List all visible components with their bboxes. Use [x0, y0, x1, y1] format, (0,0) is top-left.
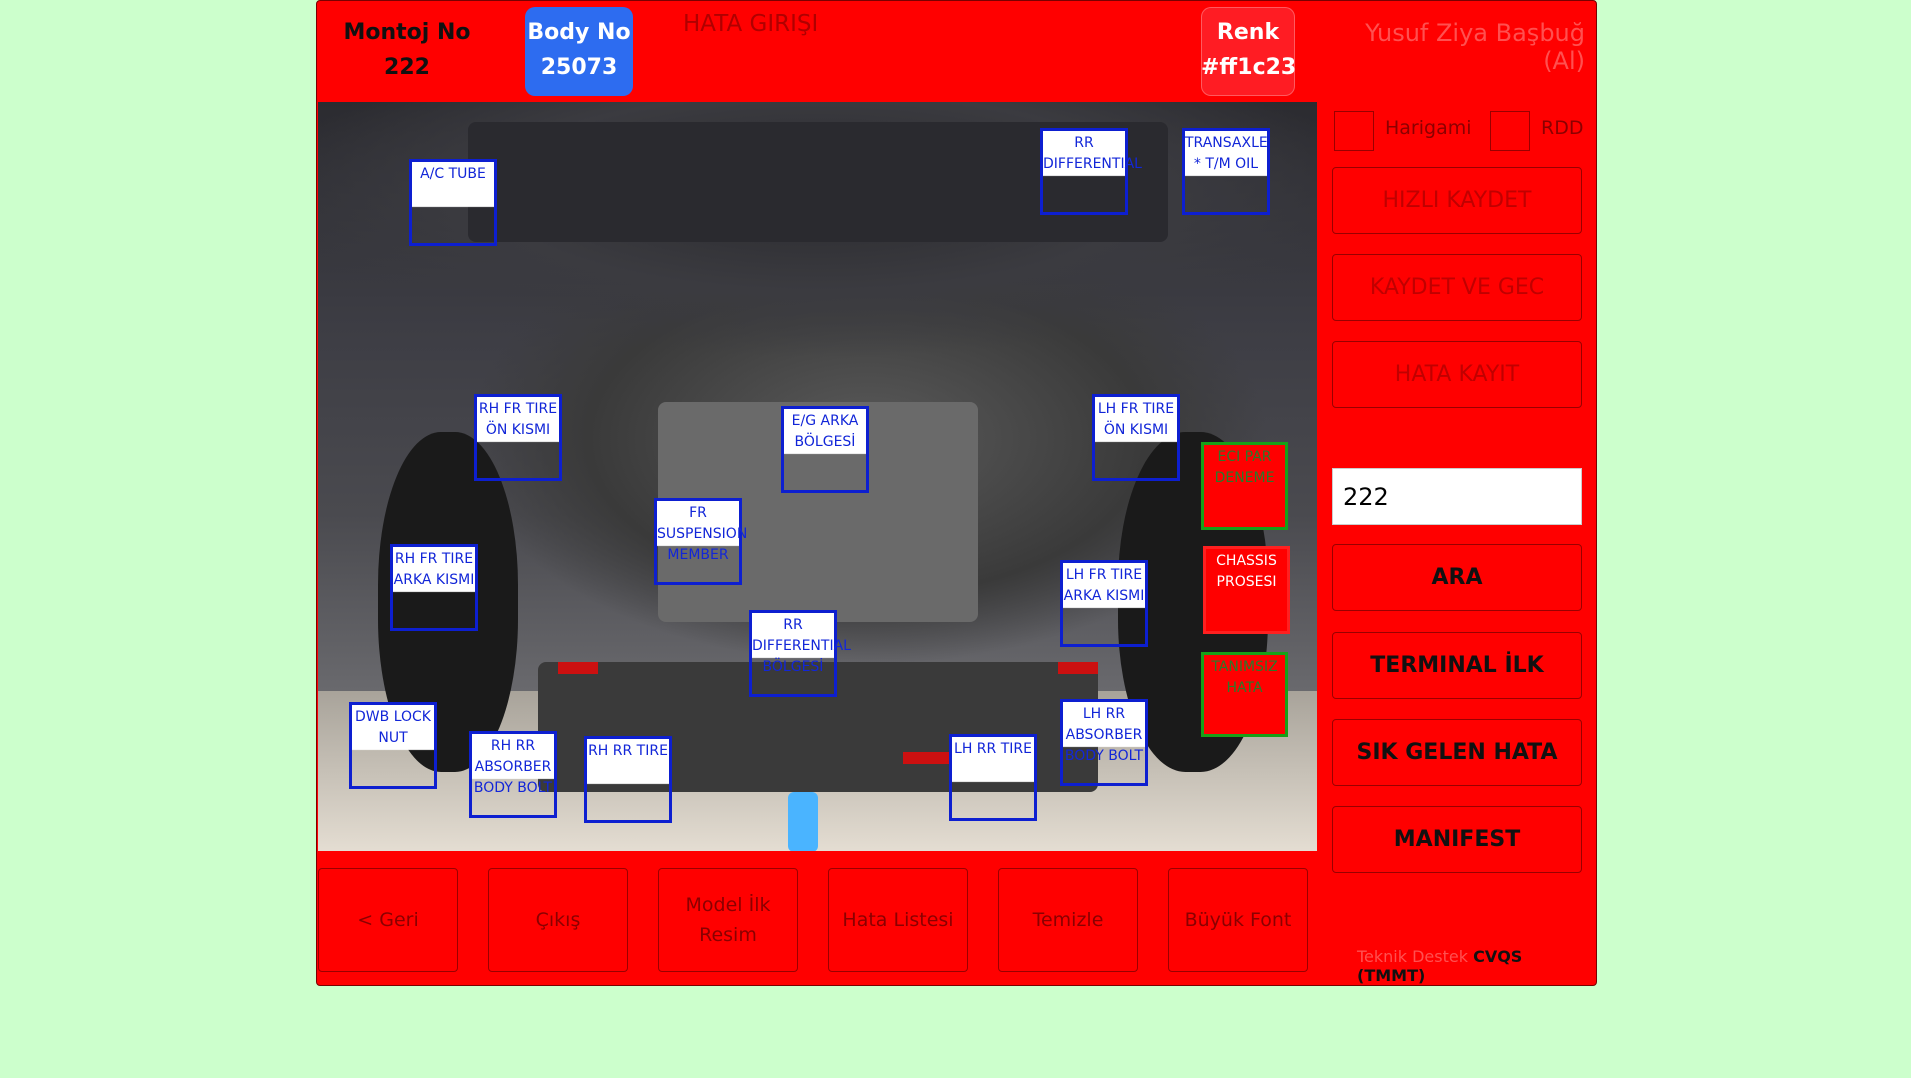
- tag-rh-fr-tire-arka[interactable]: RH FR TIRE ARKA KISMI: [390, 544, 478, 631]
- tag-label: ECI PAR DENEME: [1214, 449, 1275, 486]
- tag-eci-par-deneme[interactable]: ECI PAR DENEME: [1201, 442, 1288, 530]
- tag-label: RR DIFFERENTIAL BÖLGESİ: [752, 617, 851, 675]
- support-prefix: Teknik Destek: [1357, 947, 1468, 966]
- hizli-kaydet-button[interactable]: HIZLI KAYDET: [1332, 167, 1582, 234]
- tag-fr-suspension[interactable]: FR SUSPENSION MEMBER: [654, 498, 747, 585]
- renk-label: Renk: [1216, 20, 1280, 45]
- montoj-value: 222: [384, 55, 430, 80]
- lift-arm: [1058, 662, 1098, 674]
- tag-lh-rr-absorber[interactable]: LH RR ABSORBER BODY BOLT: [1060, 699, 1148, 786]
- tag-label: LH FR TIRE ARKA KISMI: [1063, 567, 1145, 604]
- body-label: Body No: [527, 20, 631, 45]
- support-name: CVQS (TMMT): [1357, 947, 1523, 985]
- lift-post: [788, 792, 818, 851]
- montoj-no: Montoj No 222: [337, 15, 477, 85]
- tag-lh-fr-tire-arka[interactable]: LH FR TIRE ARKA KISMI: [1060, 560, 1148, 647]
- tag-label: RH FR TIRE ARKA KISMI: [393, 551, 475, 588]
- tag-label: RH RR ABSORBER BODY BOLT: [473, 738, 553, 796]
- tag-label: TRANSAXLE * T/M OIL: [1185, 135, 1268, 172]
- tag-eg-arka[interactable]: E/G ARKA BÖLGESİ: [781, 406, 869, 493]
- tag-ac-tube[interactable]: A/C TUBE: [409, 159, 497, 246]
- tag-label: LH FR TIRE ÖN KISMI: [1097, 401, 1175, 438]
- tag-rh-fr-tire-on[interactable]: RH FR TIRE ÖN KISMI: [474, 394, 562, 481]
- tag-rh-rr-absorber[interactable]: RH RR ABSORBER BODY BOLT: [469, 731, 557, 818]
- sik-gelen-hata-button[interactable]: SIK GELEN HATA: [1332, 719, 1582, 786]
- tag-rh-rr-tire[interactable]: RH RR TIRE: [584, 736, 672, 823]
- tag-rr-differential[interactable]: RR DIFFERENTIAL: [1040, 128, 1142, 215]
- temizle-button[interactable]: Temizle: [998, 868, 1138, 972]
- app-window: Montoj No 222 Body No 25073 HATA GIRIŞI …: [316, 0, 1597, 986]
- model-ilk-resim-button[interactable]: Model İlk Resim: [658, 868, 798, 972]
- tag-label: DWB LOCK NUT: [355, 709, 431, 746]
- tag-label: LH RR TIRE: [954, 741, 1032, 757]
- tag-label: A/C TUBE: [420, 166, 486, 182]
- renk-badge: Renk #ff1c23: [1201, 7, 1297, 96]
- hata-listesi-button[interactable]: Hata Listesi: [828, 868, 968, 972]
- tag-label: RH RR TIRE: [588, 743, 668, 759]
- rdd-label: RDD: [1541, 117, 1584, 139]
- user-name: Yusuf Ziya Başbuğ (Al): [1365, 19, 1585, 75]
- body-value: 25073: [540, 55, 618, 80]
- harigami-label: Harigami: [1385, 117, 1472, 139]
- search-input[interactable]: [1332, 468, 1582, 525]
- tag-rr-diff-bolge[interactable]: RR DIFFERENTIAL BÖLGESİ: [749, 610, 851, 697]
- tag-transaxle[interactable]: TRANSAXLE * T/M OIL: [1182, 128, 1270, 215]
- body-no-badge: Body No 25073: [525, 7, 633, 96]
- geri-button[interactable]: < Geri: [318, 868, 458, 972]
- tag-label: TANIMSIZ HATA: [1211, 659, 1278, 696]
- montoj-label: Montoj No: [343, 20, 471, 45]
- ara-button[interactable]: ARA: [1332, 544, 1582, 611]
- hata-kayit-button[interactable]: HATA KAYIT: [1332, 341, 1582, 408]
- manifest-button[interactable]: MANIFEST: [1332, 806, 1582, 873]
- cikis-button[interactable]: Çıkış: [488, 868, 628, 972]
- tag-dwb-lock-nut[interactable]: DWB LOCK NUT: [349, 702, 437, 789]
- tag-lh-fr-tire-on[interactable]: LH FR TIRE ÖN KISMI: [1092, 394, 1180, 481]
- harigami-checkbox[interactable]: [1334, 111, 1374, 151]
- tag-lh-rr-tire[interactable]: LH RR TIRE: [949, 734, 1037, 821]
- renk-value: #ff1c23: [1201, 55, 1297, 80]
- rdd-checkbox[interactable]: [1490, 111, 1530, 151]
- tag-label: RR DIFFERENTIAL: [1043, 135, 1142, 172]
- tag-tanimsiz-hata[interactable]: TANIMSIZ HATA: [1201, 652, 1288, 737]
- tag-label: E/G ARKA BÖLGESİ: [791, 413, 859, 450]
- vehicle-underbody-image[interactable]: A/C TUBE RR DIFFERENTIAL TRANSAXLE * T/M…: [318, 102, 1317, 851]
- page-title: HATA GIRIŞI: [683, 11, 819, 37]
- lift-arm: [903, 752, 963, 764]
- tag-label: RH FR TIRE ÖN KISMI: [478, 401, 558, 438]
- kaydet-ve-gec-button[interactable]: KAYDET VE GEC: [1332, 254, 1582, 321]
- tag-chassis-prosesi[interactable]: CHASSIS PROSESI: [1203, 546, 1290, 634]
- tag-label: LH RR ABSORBER BODY BOLT: [1064, 706, 1144, 764]
- terminal-ilk-resim-button[interactable]: TERMINAL İLK RESIM: [1332, 632, 1582, 743]
- buyuk-font-button[interactable]: Büyük Font: [1168, 868, 1308, 972]
- lift-arm: [558, 662, 598, 674]
- tag-label: FR SUSPENSION MEMBER: [657, 505, 748, 563]
- support-footer: Teknik Destek CVQS (TMMT): [1357, 947, 1596, 985]
- tag-label: CHASSIS PROSESI: [1216, 553, 1277, 590]
